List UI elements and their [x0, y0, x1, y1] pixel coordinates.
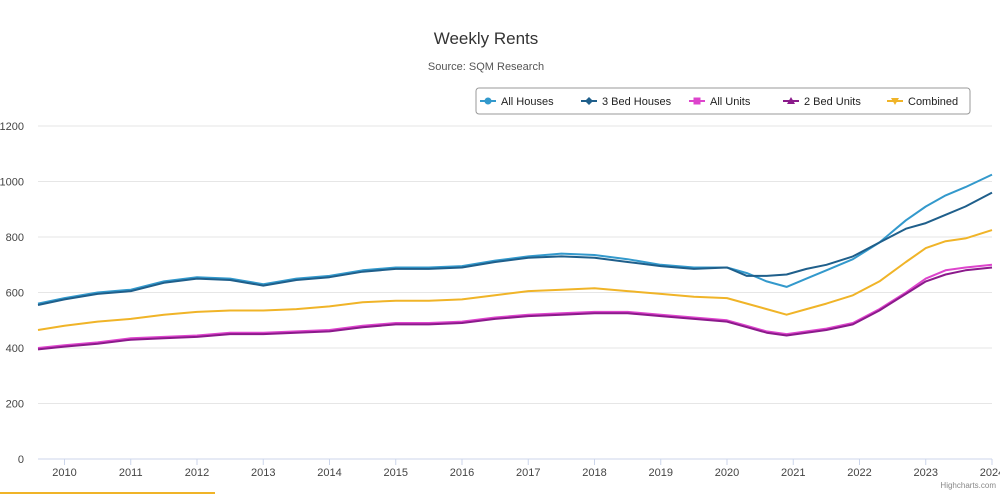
y-tick-label: 200: [6, 399, 24, 411]
legend-marker-square-icon: [693, 97, 701, 105]
series-line-all-units[interactable]: [37, 263, 993, 349]
x-tick-label: 2010: [52, 467, 76, 479]
legend-marker-diamond-icon: [585, 97, 593, 105]
legend-marker-triangle-icon: [787, 97, 795, 104]
x-tick-label: 2019: [649, 467, 673, 479]
legend-item-all-houses[interactable]: All Houses: [480, 96, 554, 108]
legend-marker-circle-icon: [484, 97, 492, 105]
series-line-all-houses[interactable]: [37, 173, 993, 305]
chart-subtitle: Source: SQM Research: [428, 61, 544, 73]
y-tick-label: 0: [18, 454, 24, 466]
x-tick-label: 2022: [847, 467, 871, 479]
x-tick-label: 2017: [516, 467, 540, 479]
x-tick-label: 2024: [980, 467, 1000, 479]
x-tick-label: 2023: [914, 467, 938, 479]
legend-label: Combined: [908, 96, 958, 108]
legend-item-3-bed-houses[interactable]: 3 Bed Houses: [581, 96, 672, 108]
x-tick-label: 2021: [781, 467, 805, 479]
legend-label: 2 Bed Units: [804, 96, 861, 108]
legend-label: 3 Bed Houses: [602, 96, 672, 108]
x-tick-label: 2015: [384, 467, 408, 479]
y-tick-label: 600: [6, 288, 24, 300]
grid-layer: [38, 125, 992, 460]
legend-item-all-units[interactable]: All Units: [689, 96, 751, 108]
legend-marker-triangle-down-icon: [891, 98, 899, 105]
x-tick-label: 2011: [119, 467, 143, 479]
legend-box: [475, 87, 971, 115]
legend-label: All Units: [710, 96, 751, 108]
series-line-3-bed-houses[interactable]: [37, 191, 993, 306]
y-tick-label: 800: [6, 232, 24, 244]
x-tick-label: 2012: [185, 467, 209, 479]
chart-title: Weekly Rents: [434, 29, 539, 48]
x-tick-label: 2016: [450, 467, 474, 479]
series-layer: [37, 173, 993, 351]
x-tick-label: 2013: [251, 467, 275, 479]
series-line-combined[interactable]: [37, 229, 993, 331]
y-tick-label: 1000: [0, 177, 24, 189]
legend-item-2-bed-units[interactable]: 2 Bed Units: [783, 96, 861, 108]
legend-item-combined[interactable]: Combined: [887, 96, 958, 108]
series-line-2-bed-units[interactable]: [37, 266, 993, 351]
x-axis: 2010 2011 2012 2013 2014 2015 2016 2017 2018 2019…: [38, 458, 1000, 479]
y-tick-label: 400: [6, 343, 24, 355]
x-tick-label: 2020: [715, 467, 739, 479]
y-tick-label: 1200: [0, 121, 24, 133]
bottom-accent-bar: [0, 492, 215, 494]
y-axis: 0 200 400 600 800 1000 1200: [0, 121, 24, 466]
chart-credit[interactable]: Highcharts.com: [940, 481, 996, 490]
legend-label: All Houses: [501, 96, 554, 108]
legend[interactable]: All Houses 3 Bed Houses All Units 2 Bed Uni…: [475, 87, 971, 115]
x-tick-label: 2014: [317, 467, 341, 479]
x-tick-label: 2018: [582, 467, 606, 479]
